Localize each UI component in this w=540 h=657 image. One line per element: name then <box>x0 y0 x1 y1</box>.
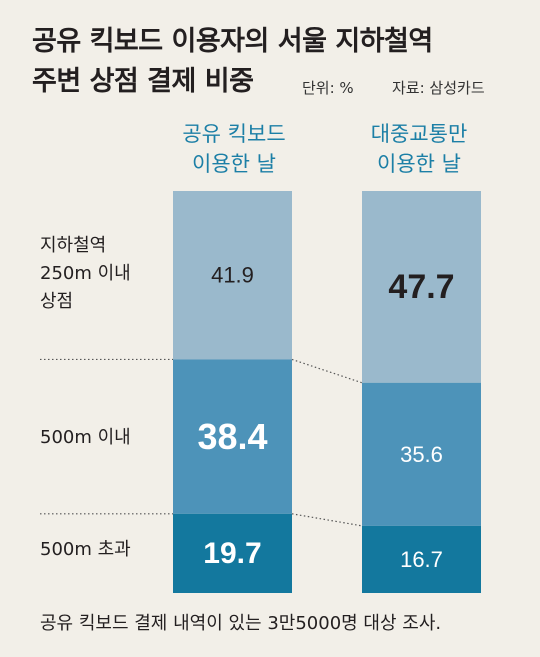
data-label: 38.4 <box>197 416 267 457</box>
connector-line <box>291 358 363 384</box>
column-header-transit-line1: 대중교통만 <box>370 122 468 146</box>
bar-segment <box>173 191 292 360</box>
row-label-line: 500m 초과 <box>40 539 131 560</box>
bar-segment <box>173 513 292 593</box>
chart-title-line2: 주변 상점 결제 비중 <box>32 66 254 97</box>
bar-segment <box>362 191 481 383</box>
chart-title-line1: 공유 킥보드 이용자의 서울 지하철역 <box>32 26 433 57</box>
footnote: 공유 킥보드 결제 내역이 있는 3만5000명 대상 조사. <box>40 613 442 634</box>
data-label: 47.7 <box>388 268 454 306</box>
row-label-line: 지하철역 <box>40 235 107 256</box>
row-label-line: 상점 <box>40 291 74 312</box>
row-label-line: 500m 이내 <box>40 427 131 448</box>
connector-line <box>291 513 363 527</box>
column-header-transit-line2: 이용한 날 <box>377 152 461 176</box>
source-label: 자료: 삼성카드 <box>392 79 485 97</box>
bar-segment <box>362 525 481 593</box>
row-label-500m-over: 500m 초과 <box>40 536 131 564</box>
row-label-500m-within: 500m 이내 <box>40 424 131 452</box>
column-header-transit: 대중교통만 이용한 날 <box>329 119 509 179</box>
column-header-kickboard-line1: 공유 킥보드 <box>182 122 286 146</box>
bar-segment <box>362 382 481 526</box>
column-header-kickboard-line2: 이용한 날 <box>192 152 276 176</box>
bar-segment <box>173 359 292 514</box>
data-label: 19.7 <box>203 537 261 570</box>
data-label: 16.7 <box>400 547 443 572</box>
data-label: 41.9 <box>211 263 254 288</box>
column-header-kickboard: 공유 킥보드 이용한 날 <box>144 119 324 179</box>
row-label-line: 250m 이내 <box>40 263 131 284</box>
unit-label: 단위: % <box>302 79 354 97</box>
data-label: 35.6 <box>400 442 443 467</box>
